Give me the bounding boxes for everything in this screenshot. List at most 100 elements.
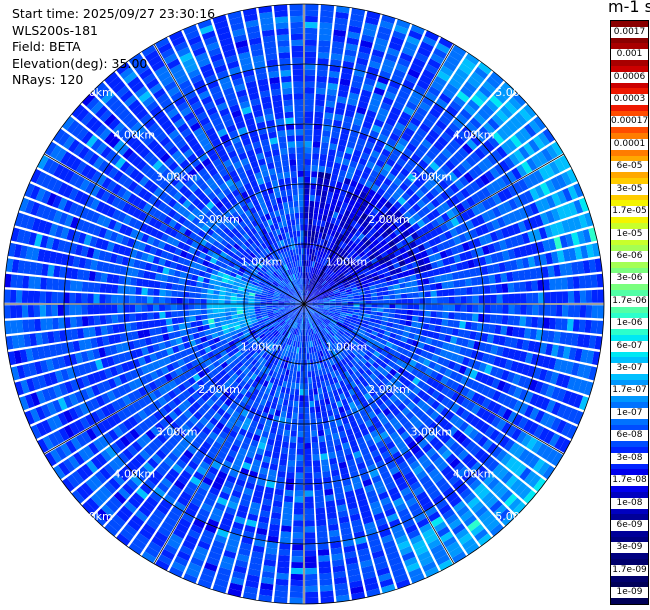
range-gate-cell [225, 287, 232, 293]
range-gate-cell [403, 379, 412, 388]
range-gate-cell [428, 86, 441, 97]
range-gate-cell [214, 373, 223, 381]
range-gate-cell [373, 512, 385, 521]
range-gate-cell [452, 523, 466, 535]
range-gate-cell [183, 449, 194, 460]
range-gate-cell [381, 214, 390, 223]
range-gate-cell [401, 299, 408, 304]
range-gate-cell [403, 388, 412, 397]
range-gate-cell [402, 518, 415, 529]
range-gate-cell [196, 343, 204, 351]
range-gate-cell [220, 403, 229, 412]
range-gate-cell [471, 193, 481, 204]
range-gate-cell [510, 236, 519, 248]
range-gate-cell [163, 356, 172, 365]
range-gate-cell [290, 304, 297, 306]
range-gate-cell [286, 412, 293, 419]
range-gate-cell [257, 319, 264, 324]
range-gate-cell [386, 441, 396, 450]
range-gate-cell [465, 441, 477, 453]
range-gate-cell [292, 315, 297, 321]
range-gate-cell [265, 419, 273, 427]
range-gate-cell [257, 442, 266, 450]
range-gate-cell [441, 201, 451, 212]
range-gate-cell [256, 478, 266, 487]
range-gate-cell [370, 344, 378, 351]
range-gate-cell [501, 173, 512, 186]
range-gate-cell [432, 472, 444, 484]
range-gate-cell [293, 526, 304, 533]
range-gate-cell [172, 432, 183, 443]
range-gate-cell [327, 191, 334, 199]
range-gate-cell [202, 456, 213, 466]
range-gate-cell [116, 510, 130, 523]
range-gate-cell [150, 264, 158, 272]
range-gate-cell [183, 486, 195, 497]
range-gate-cell [432, 268, 440, 276]
range-gate-cell [264, 450, 272, 458]
range-gate-cell [481, 491, 495, 505]
range-gate-cell [341, 183, 350, 191]
range-gate-cell [232, 318, 239, 323]
range-gate-cell [190, 476, 201, 486]
range-gate-cell [141, 304, 148, 312]
range-gate-cell [143, 478, 156, 491]
range-gate-cell [578, 214, 588, 229]
range-gate-cell [401, 407, 411, 416]
range-gate-cell [289, 394, 295, 401]
range-gate-cell [423, 180, 434, 191]
range-gate-cell [383, 345, 391, 353]
range-gate-cell [457, 329, 465, 338]
range-gate-cell [421, 383, 431, 393]
range-gate-cell [315, 189, 322, 196]
range-gate-cell [419, 413, 429, 423]
range-gate-cell [576, 230, 586, 245]
range-gate-cell [175, 458, 187, 470]
range-gate-cell [250, 373, 258, 381]
range-gate-cell [265, 347, 272, 354]
range-gate-cell [333, 162, 341, 170]
range-gate-cell [327, 314, 333, 319]
range-gate-cell [507, 248, 516, 260]
range-gate-cell [524, 123, 537, 138]
range-gate-cell [390, 244, 399, 252]
range-gate-cell [107, 378, 117, 389]
range-gate-cell [461, 470, 474, 482]
range-gate-cell [429, 283, 437, 291]
range-gate-cell [295, 353, 299, 360]
range-gate-cell [479, 173, 491, 186]
range-gate-cell [311, 301, 318, 304]
range-gate-cell [113, 334, 122, 344]
range-gate-cell [165, 318, 173, 326]
range-gate-cell [174, 247, 183, 256]
range-gate-cell [351, 206, 359, 215]
range-gate-cell [168, 245, 177, 254]
range-gate-cell [328, 322, 335, 328]
range-gate-cell [305, 591, 319, 598]
range-gate-cell [344, 271, 351, 277]
range-gate-cell [280, 453, 288, 460]
range-gate-cell [212, 360, 221, 368]
range-gate-cell [368, 189, 377, 198]
range-gate-cell [243, 404, 252, 412]
range-gate-cell [281, 368, 287, 375]
range-gate-cell [408, 502, 421, 513]
range-gate-cell [405, 524, 418, 535]
range-gate-cell [152, 389, 162, 399]
range-gate-cell [461, 242, 471, 252]
range-gate-cell [309, 329, 313, 336]
range-gate-cell [325, 318, 331, 323]
range-gate-cell [493, 90, 507, 104]
range-gate-cell [149, 353, 158, 362]
range-gate-cell [323, 306, 330, 308]
range-gate-cell [324, 284, 330, 289]
range-gate-cell [392, 567, 407, 578]
range-gate-cell [115, 233, 124, 244]
range-gate-cell [345, 146, 354, 155]
range-gate-cell [304, 218, 309, 225]
range-gate-cell [301, 311, 304, 318]
range-gate-cell [249, 273, 256, 279]
range-gate-cell [322, 309, 329, 312]
range-gate-cell [304, 164, 311, 171]
range-gate-cell [302, 305, 304, 312]
